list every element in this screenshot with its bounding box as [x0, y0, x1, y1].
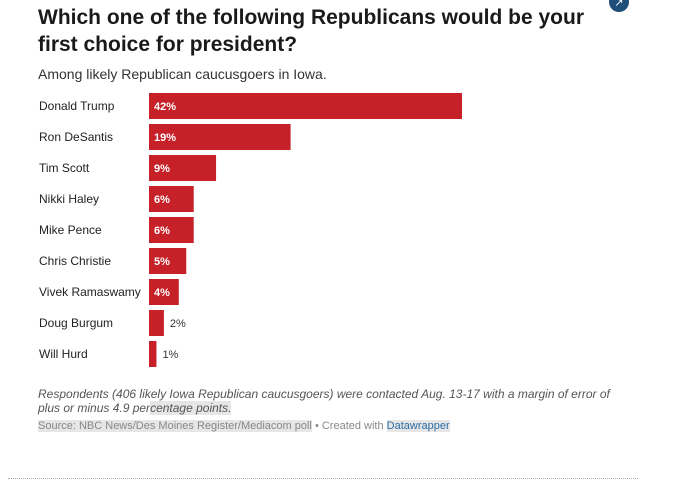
bar-tim-scott — [149, 155, 217, 181]
category-label-ron-desantis: Ron DeSantis — [39, 130, 113, 144]
bar-chris-christie — [149, 248, 187, 274]
value-label-mike-pence: 6% — [154, 225, 170, 237]
value-label-doug-burgum: 2% — [170, 318, 186, 330]
bar-mike-pence — [149, 217, 194, 243]
note-text: Respondents (406 likely Iowa Republican … — [38, 387, 610, 415]
bar-nikki-haley — [149, 186, 194, 212]
category-label-tim-scott: Tim Scott — [39, 161, 90, 175]
category-label-donald-trump: Donald Trump — [39, 99, 115, 113]
datawrapper-link[interactable]: Datawrapper — [386, 420, 450, 432]
bar-doug-burgum — [149, 310, 164, 336]
category-label-mike-pence: Mike Pence — [39, 223, 102, 237]
value-label-nikki-haley: 6% — [154, 194, 170, 206]
chart-title: Which one of the following Republicans w… — [38, 6, 584, 56]
methodology-note: Respondents (406 likely Iowa Republican … — [38, 387, 618, 415]
value-label-tim-scott: 9% — [154, 163, 170, 175]
footer-separator: • Created with — [311, 420, 387, 432]
note-text-highlighted: centage points. — [150, 401, 232, 415]
source-text: Source: NBC News/Des Moines Register/Med… — [38, 420, 312, 432]
value-label-vivek-ramaswamy: 4% — [154, 287, 170, 299]
category-label-doug-burgum: Doug Burgum — [39, 316, 113, 330]
expand-arrows-icon[interactable]: ↗ — [609, 0, 629, 12]
value-label-donald-trump: 42% — [154, 101, 176, 113]
bar-chart: Donald Trump 42% Ron DeSantis 19% Tim Scott 9… — [39, 93, 462, 367]
bar-vivek-ramaswamy — [149, 279, 179, 305]
bar-will-hurd — [149, 341, 157, 367]
category-label-chris-christie: Chris Christie — [39, 254, 111, 268]
value-label-chris-christie: 5% — [154, 256, 170, 268]
chart-footer: Source: NBC News/Des Moines Register/Med… — [38, 420, 450, 432]
category-label-nikki-haley: Nikki Haley — [39, 192, 99, 206]
divider — [8, 478, 638, 479]
chart-subtitle: Among likely Republican caucusgoers in I… — [38, 66, 327, 82]
value-label-will-hurd: 1% — [162, 349, 178, 361]
bar-ron-desantis — [149, 124, 291, 150]
value-label-ron-desantis: 19% — [154, 132, 176, 144]
category-label-will-hurd: Will Hurd — [39, 347, 88, 361]
category-label-vivek-ramaswamy: Vivek Ramaswamy — [39, 285, 141, 299]
bar-donald-trump — [149, 93, 462, 119]
